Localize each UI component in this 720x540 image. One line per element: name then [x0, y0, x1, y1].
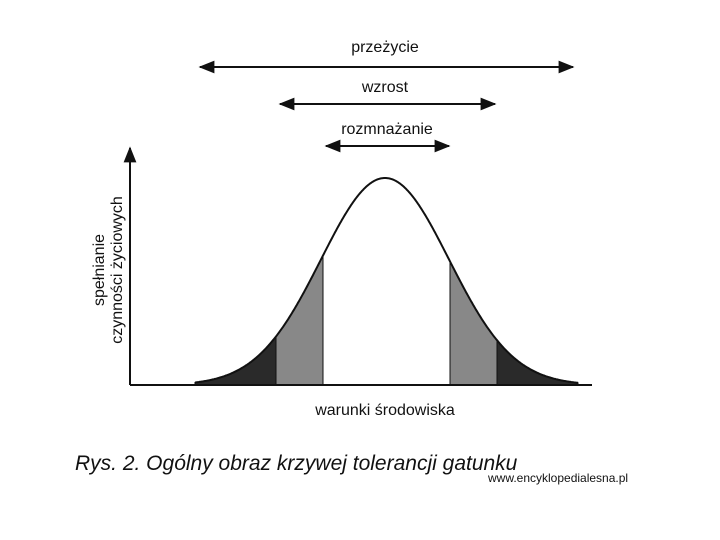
y-axis-label: spełnianie: [91, 234, 108, 306]
y-axis-label: czynności życiowych: [109, 196, 126, 344]
source: www.encyklopedialesna.pl: [487, 471, 628, 485]
arrow-label: przeżycie: [351, 39, 419, 56]
tolerance-curve: [194, 177, 579, 386]
x-axis-label: warunki środowiska: [314, 402, 455, 419]
curve-line: [194, 177, 579, 384]
arrow-label: wzrost: [361, 79, 409, 96]
arrow-label: rozmnażanie: [341, 121, 433, 138]
caption: Rys. 2. Ogólny obraz krzywej tolerancji …: [75, 452, 518, 475]
